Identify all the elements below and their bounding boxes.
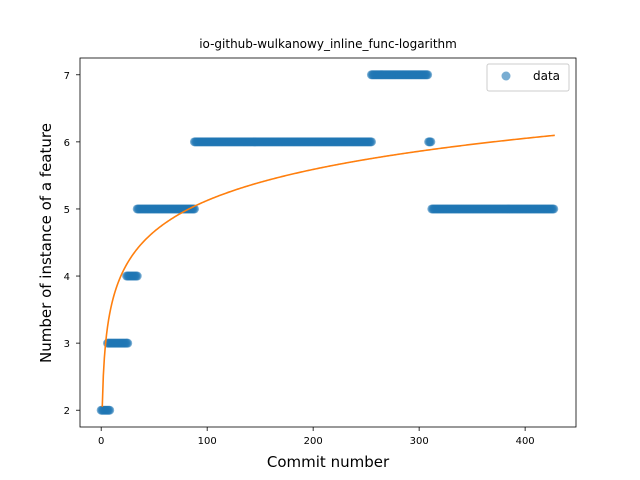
x-axis-title: Commit number (267, 453, 390, 471)
data-point (423, 70, 433, 80)
x-tick-label: 400 (516, 436, 535, 447)
plot-frame (79, 57, 577, 428)
data-point (426, 137, 436, 147)
legend-label-data: data (533, 69, 560, 83)
data-point (366, 137, 376, 147)
y-tick-label: 4 (64, 272, 70, 283)
series-layer (96, 70, 559, 415)
x-tick-label: 0 (98, 436, 104, 447)
y-tick-label: 6 (64, 138, 70, 149)
data-point (123, 338, 133, 348)
legend-marker (501, 71, 511, 81)
fit-layer (101, 134, 555, 407)
x-tick-label: 200 (304, 436, 323, 447)
x-tick-label: 100 (198, 436, 217, 447)
data-point (105, 405, 115, 415)
legend-box (486, 63, 570, 92)
y-tick-label: 7 (64, 71, 70, 82)
y-tick-label: 2 (64, 406, 70, 417)
x-tick-label: 300 (410, 436, 429, 447)
fit-line (101, 134, 555, 407)
y-axis-title: Number of instance of a feature (37, 123, 55, 363)
ticks-layer: 0 100 200 300 400 2 3 4 5 6 7 (64, 71, 535, 447)
data-point (549, 204, 559, 214)
y-tick-label: 3 (64, 339, 70, 350)
legend: data (486, 63, 570, 92)
chart-title: io-github-wulkanowy_inline_func-logarith… (199, 37, 457, 51)
data-point (132, 271, 142, 281)
y-tick-label: 5 (64, 205, 70, 216)
